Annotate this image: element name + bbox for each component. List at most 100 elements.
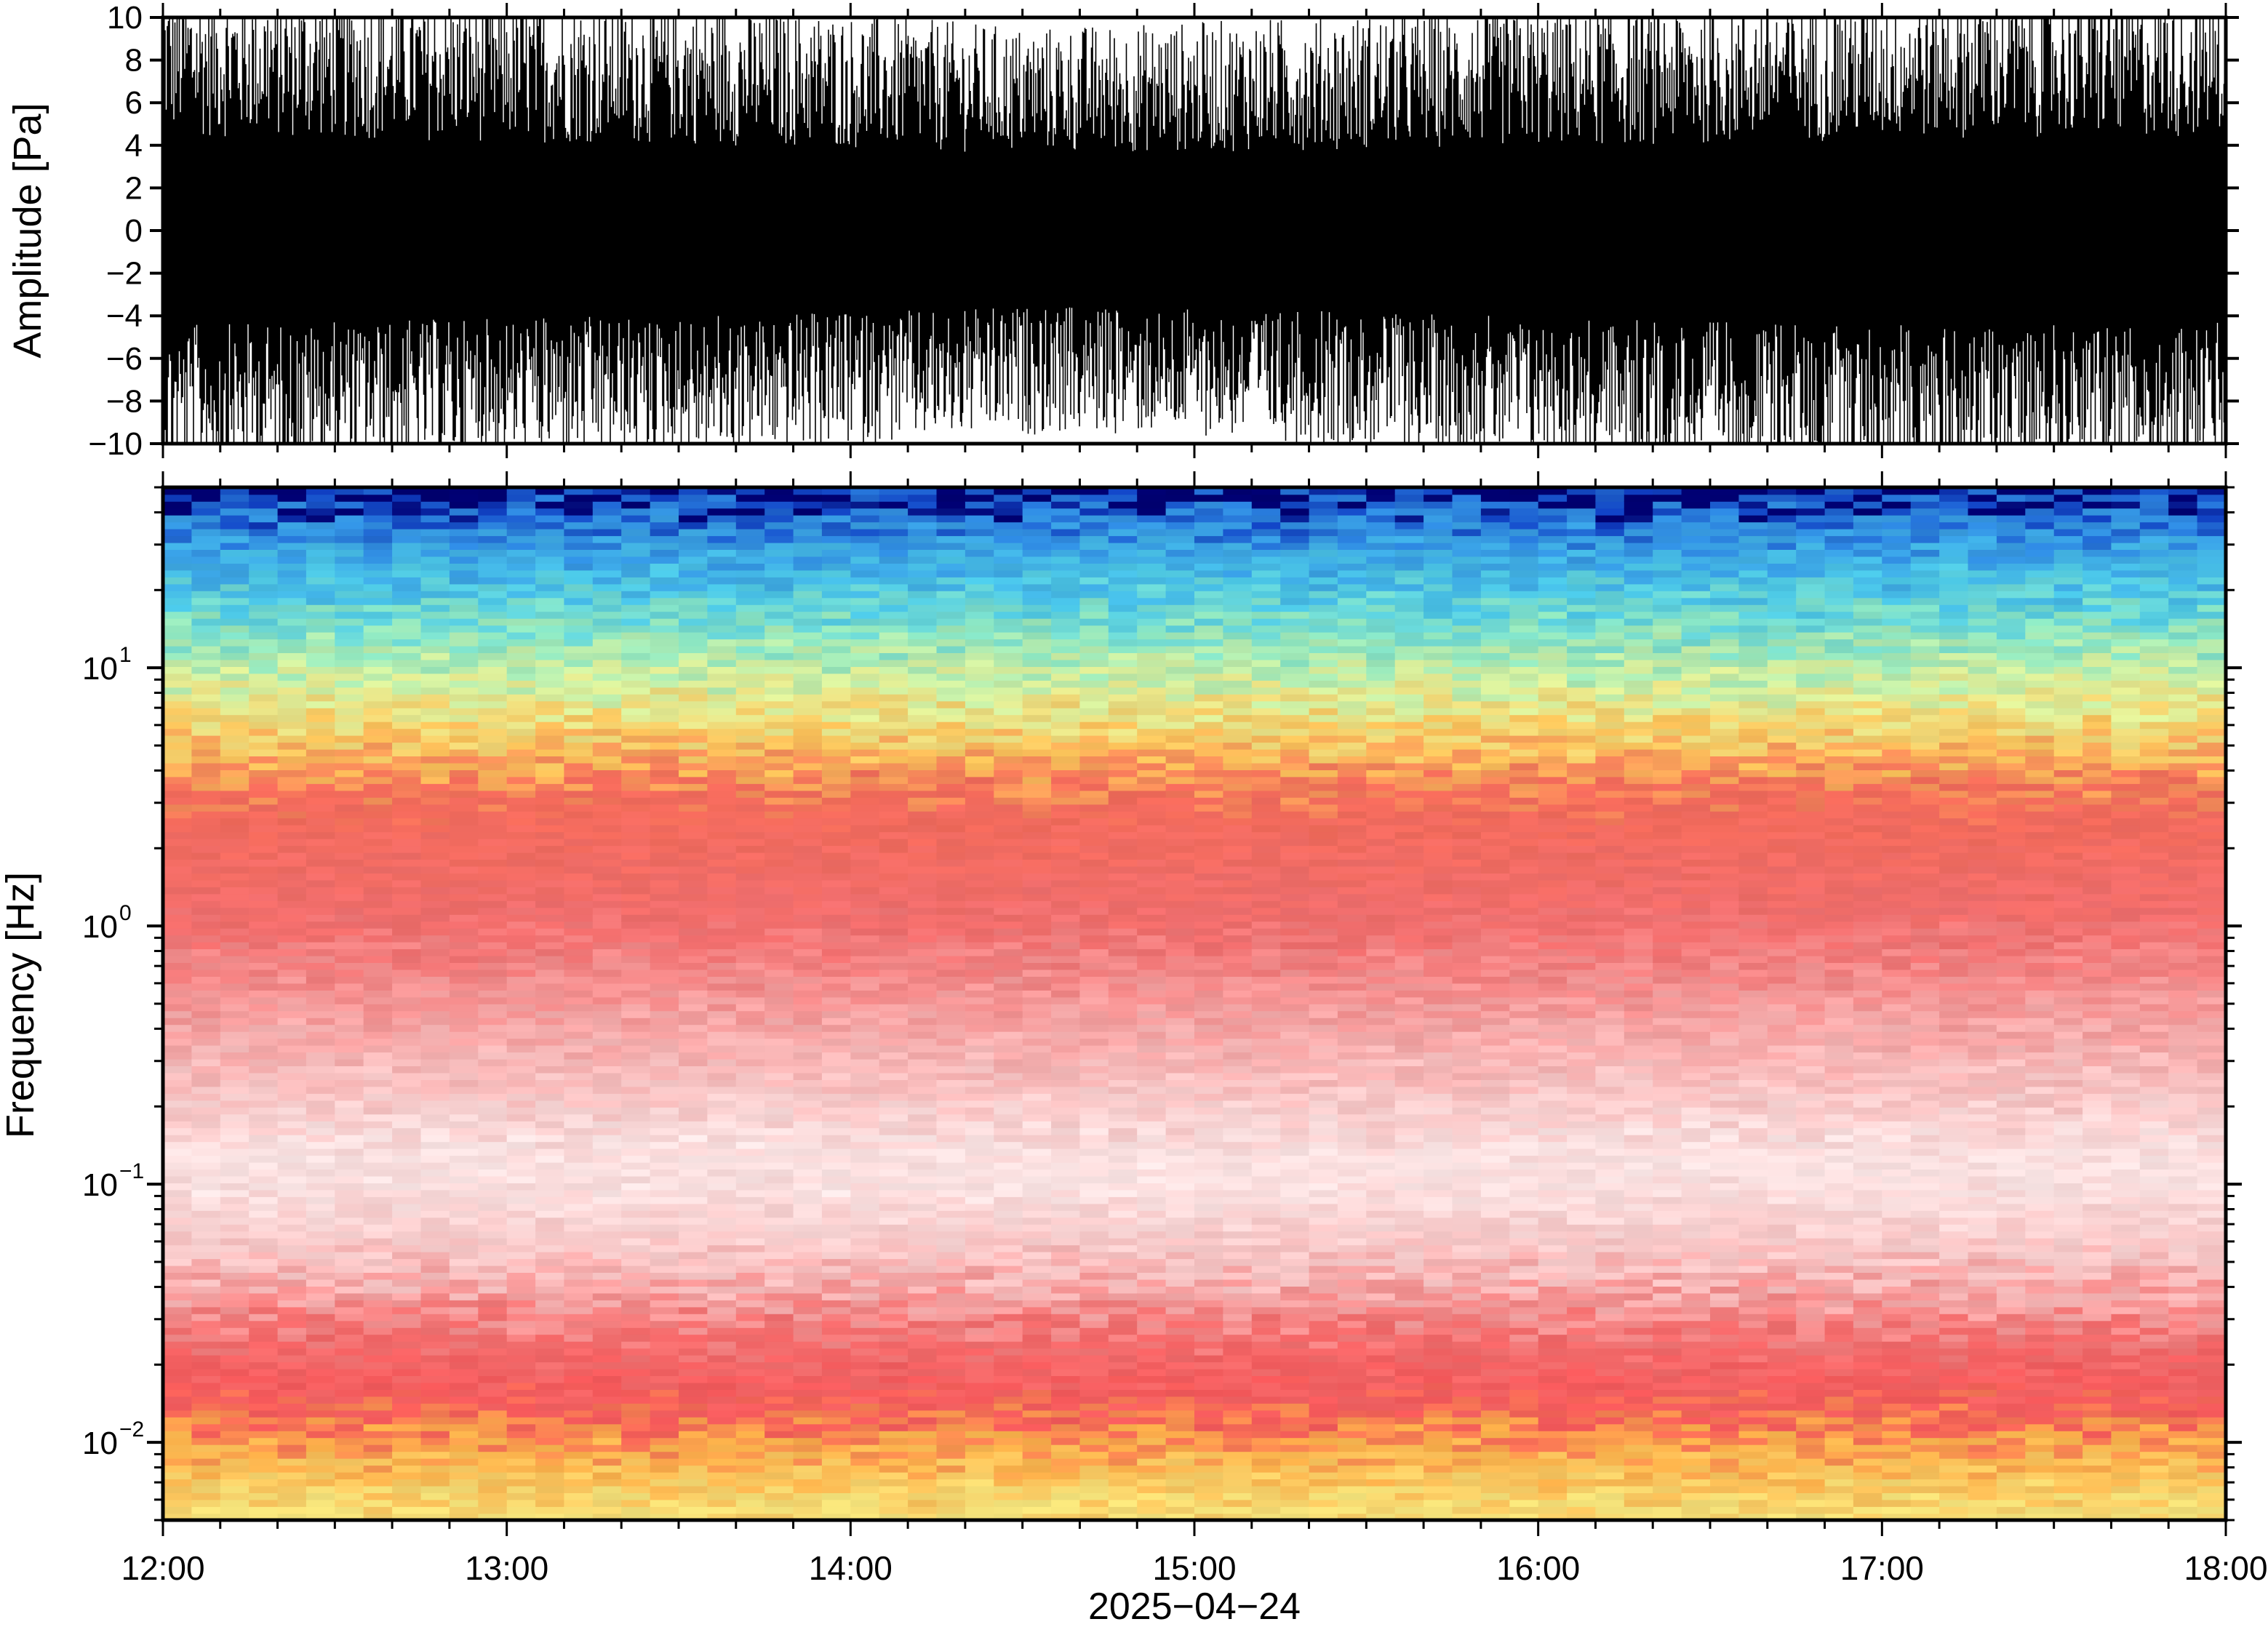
spectrogram-cell	[908, 652, 937, 660]
spectrogram-cell	[736, 1286, 765, 1293]
spectrogram-cell	[650, 1258, 679, 1266]
spectrogram-cell	[450, 728, 479, 735]
spectrogram-cell	[421, 763, 450, 770]
spectrogram-cell	[707, 1431, 736, 1438]
spectrogram-cell	[163, 742, 192, 749]
spectrogram-cell	[650, 1100, 679, 1108]
spectrogram-cell	[478, 866, 507, 874]
spectrogram-cell	[278, 1355, 307, 1362]
spectrogram-cell	[822, 1252, 851, 1259]
spectrogram-cell	[392, 791, 421, 798]
spectrogram-cell	[564, 1114, 593, 1122]
spectrogram-cell	[249, 1266, 278, 1273]
spectrogram-cell	[306, 1417, 335, 1424]
spectrogram-cell	[535, 521, 564, 529]
spectrogram-cell	[994, 1286, 1023, 1293]
spectrogram-cell	[650, 591, 679, 598]
spectrogram-cell	[764, 611, 794, 618]
spectrogram-cell	[535, 1479, 564, 1486]
spectrogram-cell	[220, 701, 249, 708]
spectrogram-cell	[564, 825, 593, 832]
spectrogram-cell	[220, 1348, 249, 1355]
waveform-y-tick-label: −6	[106, 341, 143, 377]
spectrogram-cell	[679, 1073, 708, 1080]
spectrogram-cell	[335, 1059, 364, 1066]
spectrogram-cell	[794, 584, 823, 591]
spectrogram-cell	[879, 1444, 909, 1452]
spectrogram-cell	[850, 845, 879, 852]
spectrogram-cell	[421, 1100, 450, 1108]
spectrogram-cell	[593, 1321, 622, 1328]
spectrogram-cell	[850, 956, 879, 963]
spectrogram-cell	[908, 1244, 937, 1252]
spectrogram-cell	[335, 742, 364, 749]
spectrogram-cell	[335, 625, 364, 632]
spectrogram-cell	[593, 508, 622, 515]
spectrogram-cell	[736, 680, 765, 687]
spectrogram-cell	[937, 611, 966, 618]
spectrogram-cell	[364, 962, 393, 970]
spectrogram-cell	[736, 1004, 765, 1011]
spectrogram-cell	[507, 618, 536, 625]
spectrogram-cell	[965, 570, 994, 577]
spectrogram-cell	[937, 1176, 966, 1183]
spectrogram-cell	[764, 521, 794, 529]
spectrogram-cell	[937, 742, 966, 749]
spectrogram-cell	[650, 1458, 679, 1466]
spectrogram-cell	[879, 1087, 909, 1094]
spectrogram-cell	[163, 1389, 192, 1396]
spectrogram-cell	[908, 756, 937, 763]
spectrogram-cell	[850, 887, 879, 894]
spectrogram-cell	[736, 1100, 765, 1108]
spectrogram-cell	[1023, 749, 1052, 756]
spectrogram-cell	[937, 1293, 966, 1300]
spectrogram-cell	[850, 521, 879, 529]
spectrogram-cell	[1023, 804, 1052, 812]
spectrogram-cell	[879, 611, 909, 618]
spectrogram-cell	[507, 1176, 536, 1183]
spectrogram-cell	[450, 570, 479, 577]
spectrogram-cell	[249, 1162, 278, 1170]
spectrogram-cell	[679, 818, 708, 825]
spectrogram-cell	[994, 1431, 1023, 1438]
spectrogram-cell	[965, 639, 994, 646]
spectrogram-cell	[450, 1492, 479, 1500]
spectrogram-cell	[220, 1141, 249, 1148]
spectrogram-cell	[593, 1396, 622, 1404]
spectrogram-cell	[392, 935, 421, 942]
spectrogram-cell	[1023, 543, 1052, 550]
spectrogram-cell	[908, 521, 937, 529]
spectrogram-cell	[879, 1190, 909, 1197]
spectrogram-cell	[850, 1492, 879, 1500]
spectrogram-cell	[822, 1451, 851, 1458]
spectrogram-cell	[650, 1141, 679, 1148]
spectrogram-cell	[1023, 1506, 1052, 1514]
spectrogram-cell	[392, 701, 421, 708]
spectrogram-cell	[1051, 1410, 1080, 1418]
spectrogram-cell	[1051, 1252, 1080, 1259]
spectrogram-cell	[220, 521, 249, 529]
spectrogram-cell	[535, 652, 564, 660]
spectrogram-cell	[450, 880, 479, 887]
spectrogram-cell	[994, 997, 1023, 1004]
spectrogram-cell	[421, 1218, 450, 1225]
spectrogram-cell	[220, 1424, 249, 1431]
spectrogram-cell	[650, 908, 679, 915]
spectrogram-cell	[507, 591, 536, 598]
spectrogram-cell	[965, 791, 994, 798]
spectrogram-cell	[278, 1244, 307, 1252]
spectrogram-cell	[879, 914, 909, 922]
spectrogram-cell	[364, 598, 393, 605]
spectrogram-cell	[822, 749, 851, 756]
spectrogram-cell	[593, 1162, 622, 1170]
spectrogram-cell	[908, 825, 937, 832]
spectrogram-cell	[1023, 1279, 1052, 1287]
spectrogram-cell	[850, 769, 879, 777]
spectrogram-cell	[220, 1038, 249, 1045]
spectrogram-cell	[421, 1424, 450, 1431]
spectrogram-cell	[507, 1024, 536, 1031]
spectrogram-cell	[707, 1479, 736, 1486]
spectrogram-cell	[879, 791, 909, 798]
spectrogram-cell	[278, 639, 307, 646]
spectrogram-cell	[163, 1465, 192, 1472]
